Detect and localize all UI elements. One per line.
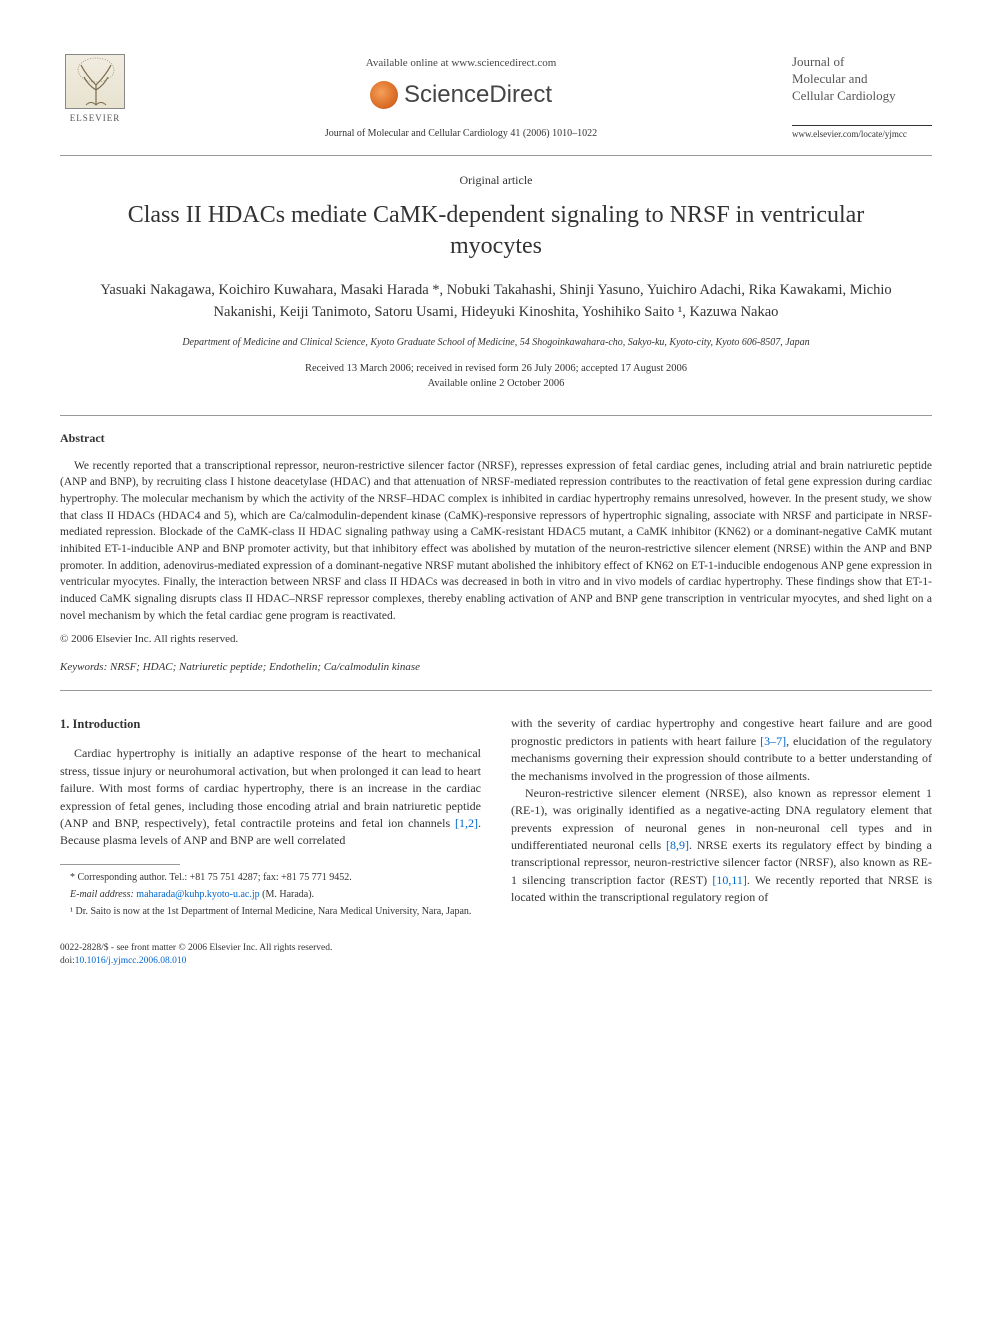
journal-name-line1: Journal of bbox=[792, 54, 844, 69]
footnotes: * Corresponding author. Tel.: +81 75 751… bbox=[60, 871, 481, 919]
journal-name-line2: Molecular and bbox=[792, 71, 867, 86]
keywords-list: NRSF; HDAC; Natriuretic peptide; Endothe… bbox=[110, 661, 420, 673]
column-right: with the severity of cardiac hypertrophy… bbox=[511, 715, 932, 921]
doi-line: doi:10.1016/j.yjmcc.2006.08.010 bbox=[60, 955, 932, 968]
journal-url: www.elsevier.com/locate/yjmcc bbox=[792, 125, 932, 141]
col1-p1-a: Cardiac hypertrophy is initially an adap… bbox=[60, 746, 481, 830]
elsevier-logo: ELSEVIER bbox=[60, 50, 130, 130]
right-header: Journal of Molecular and Cellular Cardio… bbox=[792, 50, 932, 141]
available-online-line: Available online 2 October 2006 bbox=[428, 378, 565, 389]
article-dates: Received 13 March 2006; received in revi… bbox=[60, 362, 932, 391]
citation-link-2[interactable]: [3–7] bbox=[760, 734, 786, 748]
email-line: E-mail address: maharada@kuhp.kyoto-u.ac… bbox=[60, 888, 481, 902]
issn-line: 0022-2828/$ - see front matter © 2006 El… bbox=[60, 942, 932, 955]
elsevier-logo-text: ELSEVIER bbox=[70, 112, 121, 125]
footnote-separator bbox=[60, 864, 180, 865]
authors: Yasuaki Nakagawa, Koichiro Kuwahara, Mas… bbox=[60, 280, 932, 324]
col2-para2: Neuron-restrictive silencer element (NRS… bbox=[511, 785, 932, 907]
section-title: Introduction bbox=[73, 717, 141, 731]
email-link[interactable]: maharada@kuhp.kyoto-u.ac.jp bbox=[136, 889, 259, 900]
journal-name: Journal of Molecular and Cellular Cardio… bbox=[792, 54, 932, 105]
center-header: Available online at www.sciencedirect.co… bbox=[130, 50, 792, 141]
column-left: 1. Introduction Cardiac hypertrophy is i… bbox=[60, 715, 481, 921]
abstract-section: Abstract We recently reported that a tra… bbox=[60, 415, 932, 691]
body-columns: 1. Introduction Cardiac hypertrophy is i… bbox=[60, 715, 932, 921]
header-bar: ELSEVIER Available online at www.science… bbox=[60, 50, 932, 149]
corresponding-author: * Corresponding author. Tel.: +81 75 751… bbox=[60, 871, 481, 885]
doi-label: doi: bbox=[60, 956, 75, 966]
col2-para1: with the severity of cardiac hypertrophy… bbox=[511, 715, 932, 785]
journal-citation: Journal of Molecular and Cellular Cardio… bbox=[130, 127, 792, 142]
sd-swirl-icon bbox=[370, 81, 398, 109]
article-title: Class II HDACs mediate CaMK-dependent si… bbox=[60, 200, 932, 262]
received-line: Received 13 March 2006; received in revi… bbox=[305, 363, 687, 374]
abstract-heading: Abstract bbox=[60, 430, 932, 447]
journal-name-line3: Cellular Cardiology bbox=[792, 88, 896, 103]
elsevier-tree-icon bbox=[65, 54, 125, 109]
email-label: E-mail address: bbox=[70, 889, 134, 900]
available-online-text: Available online at www.sciencedirect.co… bbox=[130, 56, 792, 72]
col1-para1: Cardiac hypertrophy is initially an adap… bbox=[60, 745, 481, 849]
header-rule bbox=[60, 155, 932, 156]
page-footer: 0022-2828/$ - see front matter © 2006 El… bbox=[60, 942, 932, 969]
citation-link-3[interactable]: [8,9] bbox=[666, 838, 689, 852]
abstract-copyright: © 2006 Elsevier Inc. All rights reserved… bbox=[60, 632, 932, 648]
citation-link-1[interactable]: [1,2] bbox=[455, 816, 478, 830]
article-type: Original article bbox=[60, 172, 932, 189]
sd-brand-text: ScienceDirect bbox=[404, 78, 552, 113]
abstract-body: We recently reported that a transcriptio… bbox=[60, 458, 932, 625]
keywords: Keywords: NRSF; HDAC; Natriuretic peptid… bbox=[60, 660, 932, 676]
sciencedirect-logo: ScienceDirect bbox=[130, 78, 792, 113]
doi-link[interactable]: 10.1016/j.yjmcc.2006.08.010 bbox=[75, 956, 187, 966]
keywords-label: Keywords: bbox=[60, 661, 107, 673]
citation-link-4[interactable]: [10,11] bbox=[712, 873, 747, 887]
section-heading: 1. Introduction bbox=[60, 715, 481, 733]
section-number: 1. bbox=[60, 717, 69, 731]
email-suffix: (M. Harada). bbox=[262, 889, 314, 900]
footnote-1: ¹ Dr. Saito is now at the 1st Department… bbox=[60, 905, 481, 919]
affiliation: Department of Medicine and Clinical Scie… bbox=[60, 336, 932, 351]
